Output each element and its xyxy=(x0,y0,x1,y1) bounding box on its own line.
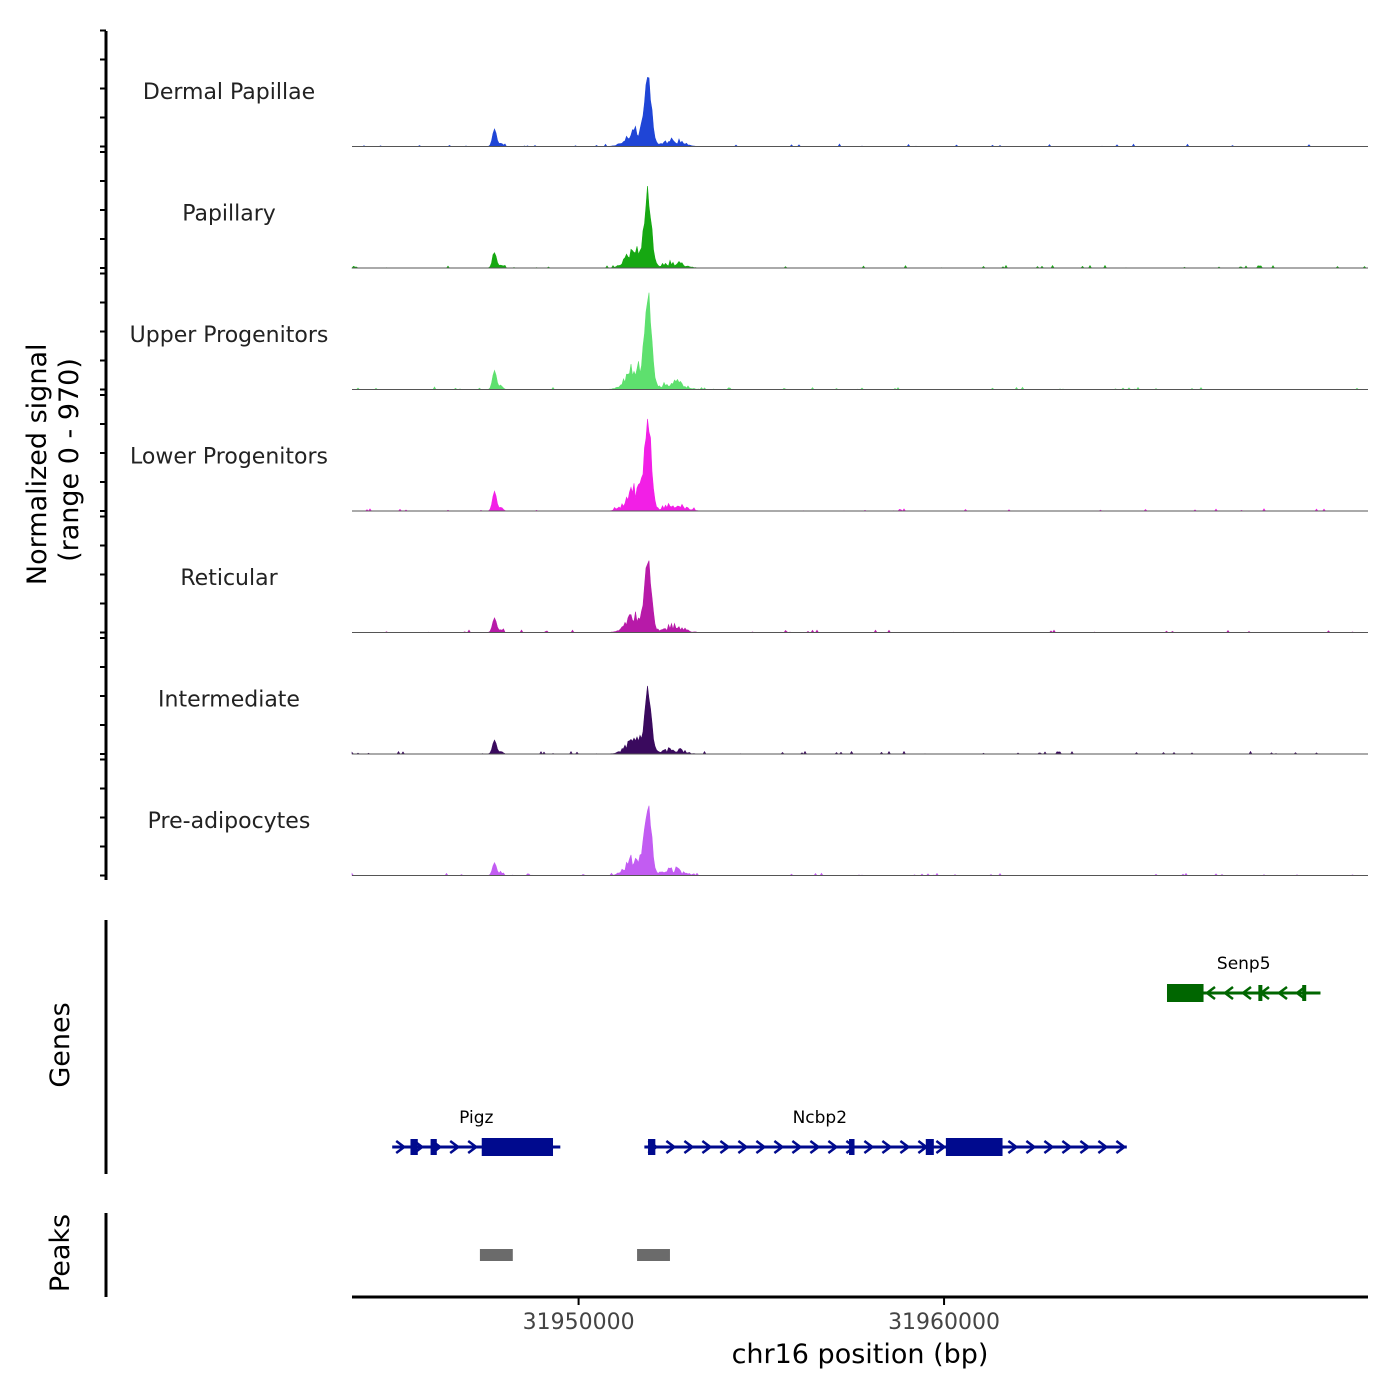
strand-arrow xyxy=(449,1140,461,1154)
signal-axis-ticks xyxy=(100,29,108,880)
gene-exon xyxy=(849,1139,855,1155)
track-label: Intermediate xyxy=(158,688,300,713)
gene-exon xyxy=(1302,985,1307,1001)
track-label: Papillary xyxy=(182,202,276,227)
strand-arrow xyxy=(737,1140,749,1154)
y-axis-title-line1: Normalized signal xyxy=(22,344,53,586)
strand-arrow xyxy=(683,1140,695,1154)
gene-exon xyxy=(945,1138,1003,1156)
strand-arrow xyxy=(1204,986,1216,1000)
track-label: Pre-adipocytes xyxy=(148,809,311,834)
gene-pigz: Pigz xyxy=(392,1108,561,1156)
y-axis-title: Normalized signal (range 0 - 970) xyxy=(22,335,85,585)
x-tick-label: 31960000 xyxy=(888,1310,1000,1335)
strand-arrow xyxy=(881,1140,893,1154)
strand-arrow xyxy=(1007,1140,1019,1154)
strand-arrow xyxy=(1025,1140,1037,1154)
strand-arrow xyxy=(467,1140,479,1154)
track-label: Reticular xyxy=(180,566,278,591)
strand-arrow xyxy=(899,1140,911,1154)
strand-arrow xyxy=(395,1140,407,1154)
x-axis: 31950000 31960000 xyxy=(352,1295,1368,1335)
gene-label: Ncbp2 xyxy=(793,1108,847,1128)
track-pre-adipocytes: Pre-adipocytes xyxy=(148,805,1368,876)
strand-arrow xyxy=(1115,1140,1127,1154)
gene-exon xyxy=(1166,984,1204,1002)
track-label: Dermal Papillae xyxy=(143,80,315,105)
strand-arrow xyxy=(665,1140,677,1154)
gene-exon xyxy=(925,1139,934,1155)
gene-exon xyxy=(430,1139,437,1155)
genes-track-title: Genes xyxy=(45,1002,76,1087)
y-axis-title-line2: (range 0 - 970) xyxy=(54,358,85,562)
coverage-area xyxy=(352,418,1368,512)
track-papillary: Papillary xyxy=(182,185,1368,269)
strand-arrow xyxy=(1222,986,1234,1000)
peak-region xyxy=(637,1249,670,1261)
gene-label: Senp5 xyxy=(1217,954,1271,974)
gene-label: Pigz xyxy=(459,1108,493,1128)
strand-arrow xyxy=(1097,1140,1109,1154)
strand-arrow xyxy=(1276,986,1288,1000)
strand-arrow xyxy=(863,1140,875,1154)
gene-exon xyxy=(648,1139,656,1155)
track-upper-progenitors: Upper Progenitors xyxy=(130,292,1368,390)
coverage-area xyxy=(352,560,1368,633)
strand-arrow xyxy=(1079,1140,1091,1154)
track-dermal-papillae: Dermal Papillae xyxy=(143,77,1368,147)
coverage-area xyxy=(352,292,1368,390)
strand-arrow xyxy=(1240,986,1252,1000)
strand-arrow xyxy=(935,1140,947,1154)
track-label: Lower Progenitors xyxy=(130,445,328,470)
coverage-tracks: Dermal Papillae Papillary Upper Progenitor… xyxy=(130,77,1368,876)
strand-arrow xyxy=(791,1140,803,1154)
gene-senp5: Senp5 xyxy=(1166,954,1321,1002)
strand-arrow xyxy=(809,1140,821,1154)
peak-track xyxy=(104,1213,670,1297)
gene-exon xyxy=(1258,985,1263,1001)
x-tick-label: 31950000 xyxy=(523,1310,635,1335)
strand-arrow xyxy=(1043,1140,1055,1154)
strand-arrow xyxy=(773,1140,785,1154)
coverage-area xyxy=(351,185,1368,269)
coverage-area xyxy=(352,77,1368,147)
coverage-area xyxy=(351,805,1368,876)
gene-exon xyxy=(410,1139,418,1155)
track-lower-progenitors: Lower Progenitors xyxy=(130,418,1368,512)
track-label: Upper Progenitors xyxy=(130,323,329,348)
coverage-area xyxy=(351,685,1368,755)
track-reticular: Reticular xyxy=(180,560,1368,633)
strand-arrow xyxy=(701,1140,713,1154)
strand-arrow xyxy=(1061,1140,1073,1154)
strand-arrow xyxy=(755,1140,767,1154)
strand-arrow xyxy=(719,1140,731,1154)
gene-ncbp2: Ncbp2 xyxy=(644,1108,1127,1156)
peaks-track-title: Peaks xyxy=(45,1214,76,1292)
x-axis-title: chr16 position (bp) xyxy=(732,1339,989,1370)
strand-arrow xyxy=(827,1140,839,1154)
gene-track: Pigz Ncbp2 Senp5 xyxy=(104,920,1321,1174)
gene-exon xyxy=(481,1138,554,1156)
track-intermediate: Intermediate xyxy=(158,685,1368,755)
peak-region xyxy=(479,1249,513,1261)
